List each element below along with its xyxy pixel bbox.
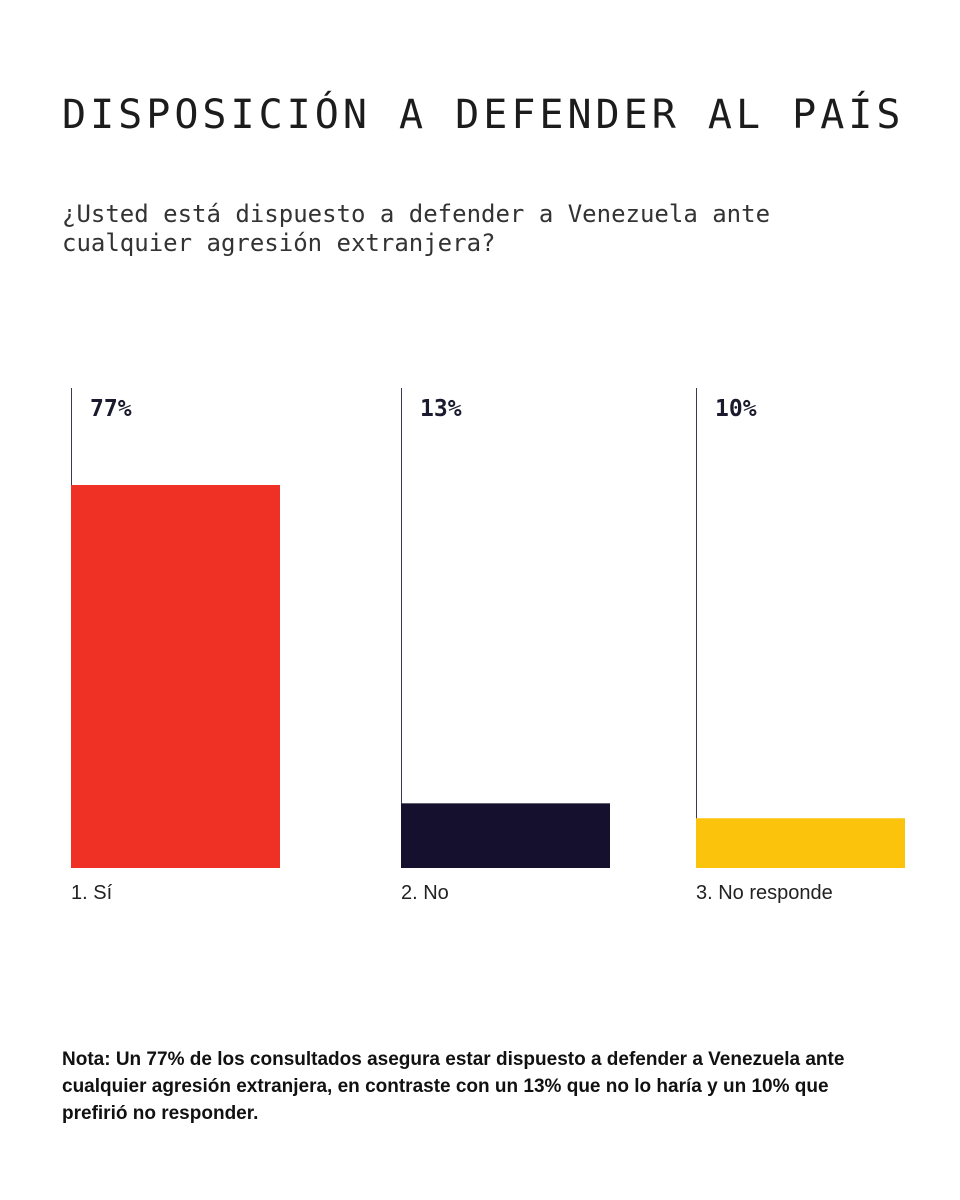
bar (696, 818, 905, 868)
bar-value-label: 10% (715, 396, 757, 422)
bar (71, 485, 280, 868)
category-label: 3. No responde (696, 882, 833, 904)
category-label: 1. Sí (71, 882, 113, 904)
bar-chart: 77% 1. Sí 13% 2. No 10% 3. No responde (71, 388, 905, 904)
bar-value-label: 13% (420, 396, 462, 422)
chart-subtitle: ¿Usted está dispuesto a defender a Venez… (62, 200, 771, 257)
category-label: 2. No (401, 882, 449, 904)
chart-title: DISPOSICIÓN A DEFENDER AL PAÍS (62, 92, 905, 138)
bar (401, 803, 610, 868)
bar-value-label: 77% (90, 396, 132, 422)
chart-note: Nota: Un 77% de los consultados asegura … (62, 1049, 845, 1124)
